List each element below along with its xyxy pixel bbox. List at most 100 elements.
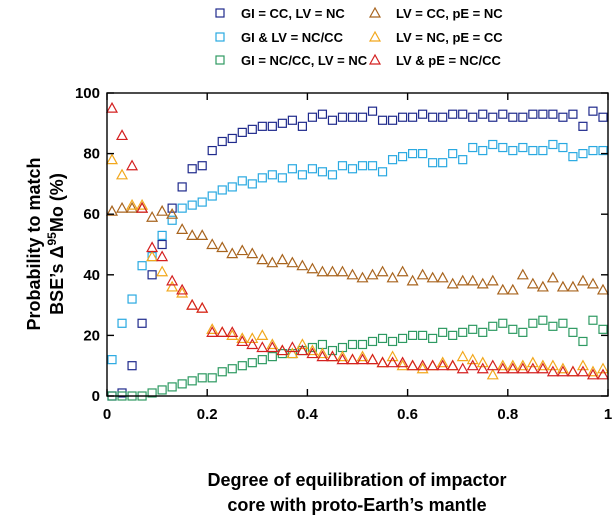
data-point xyxy=(167,203,177,213)
data-point xyxy=(336,265,349,277)
data-point xyxy=(306,262,319,274)
data-point xyxy=(586,277,599,289)
legend-label: LV = NC, pE = CC xyxy=(396,30,503,45)
data-point xyxy=(297,170,307,180)
data-point xyxy=(426,359,439,371)
data-point xyxy=(286,256,299,268)
data-point xyxy=(327,170,338,180)
data-point xyxy=(337,342,348,353)
data-point xyxy=(508,324,518,334)
data-point xyxy=(327,345,338,356)
data-point xyxy=(296,259,309,271)
data-point xyxy=(197,197,207,207)
data-point xyxy=(317,109,328,119)
data-point xyxy=(116,129,129,141)
data-point xyxy=(406,359,419,371)
data-point xyxy=(196,301,209,313)
data-point xyxy=(528,318,538,328)
data-point xyxy=(307,342,318,353)
data-point xyxy=(508,145,518,156)
data-point xyxy=(187,200,197,210)
data-point xyxy=(518,327,528,337)
data-point xyxy=(237,361,247,371)
data-point xyxy=(357,112,368,122)
data-point xyxy=(376,356,389,368)
legend-item: GI = NC/CC, LV = NC xyxy=(215,53,368,68)
y-tick-label: 60 xyxy=(83,206,100,223)
data-point xyxy=(478,327,488,337)
data-point xyxy=(337,112,348,122)
x-tick-label: 0 xyxy=(103,406,111,423)
data-point xyxy=(446,359,459,371)
data-point xyxy=(458,155,468,165)
data-point xyxy=(448,109,458,119)
data-point xyxy=(576,274,589,286)
data-point xyxy=(136,198,149,210)
data-point xyxy=(536,362,549,374)
x-axis-label-line-2: core with proto-Earth’s mantle xyxy=(227,495,486,515)
data-point xyxy=(146,250,159,262)
data-point xyxy=(226,247,239,259)
series-1 xyxy=(107,106,608,401)
y-tick-label: 40 xyxy=(83,267,100,284)
data-point xyxy=(436,359,449,371)
data-point xyxy=(546,359,559,371)
legend-item: LV = NC, pE = CC xyxy=(368,30,503,45)
data-point xyxy=(377,167,388,177)
data-point xyxy=(146,210,159,222)
data-point xyxy=(246,338,259,350)
data-point xyxy=(538,145,548,156)
data-point xyxy=(408,330,418,340)
legend-item: GI = CC, LV = NC xyxy=(215,6,345,21)
data-point xyxy=(237,176,247,186)
data-point xyxy=(116,168,129,180)
data-point xyxy=(136,201,149,213)
data-point xyxy=(598,112,608,122)
data-point xyxy=(528,145,538,156)
data-point xyxy=(217,185,227,195)
data-point xyxy=(598,324,608,334)
data-point xyxy=(476,277,489,289)
data-point xyxy=(316,347,329,359)
data-point xyxy=(326,350,339,362)
data-point xyxy=(586,365,599,377)
data-point xyxy=(347,112,358,122)
data-point xyxy=(486,359,499,371)
data-point xyxy=(356,271,369,283)
data-point xyxy=(397,152,408,162)
data-point xyxy=(236,244,249,256)
data-point xyxy=(226,326,239,337)
data-point xyxy=(508,112,518,122)
data-point xyxy=(456,274,469,286)
data-point xyxy=(105,153,119,165)
data-point xyxy=(578,336,588,347)
data-point xyxy=(416,362,429,374)
data-point xyxy=(216,326,229,337)
data-point xyxy=(478,109,488,119)
data-point xyxy=(226,329,239,340)
data-point xyxy=(266,341,279,353)
data-point xyxy=(366,268,379,280)
data-point xyxy=(266,256,279,268)
data-point xyxy=(197,161,207,171)
data-point xyxy=(488,321,498,331)
data-point xyxy=(105,204,119,216)
data-point xyxy=(196,301,209,313)
data-point xyxy=(176,286,189,298)
data-point xyxy=(297,121,307,131)
data-point xyxy=(236,335,249,347)
data-point xyxy=(156,250,169,262)
data-point xyxy=(187,164,197,174)
y-tick-label: 100 xyxy=(75,85,100,102)
data-point xyxy=(217,136,227,147)
data-point xyxy=(246,332,259,344)
data-point xyxy=(466,359,479,371)
data-point xyxy=(538,315,548,325)
data-point xyxy=(247,179,257,189)
axis-ticks: 0 0.2 0.4 0.6 0.8 1 0 20 40 60 80 100 xyxy=(75,85,612,423)
data-point xyxy=(286,347,299,359)
legend-label: GI = CC, LV = NC xyxy=(241,6,345,21)
data-point xyxy=(177,379,187,389)
legend-marker xyxy=(215,8,225,18)
data-point xyxy=(528,109,538,119)
